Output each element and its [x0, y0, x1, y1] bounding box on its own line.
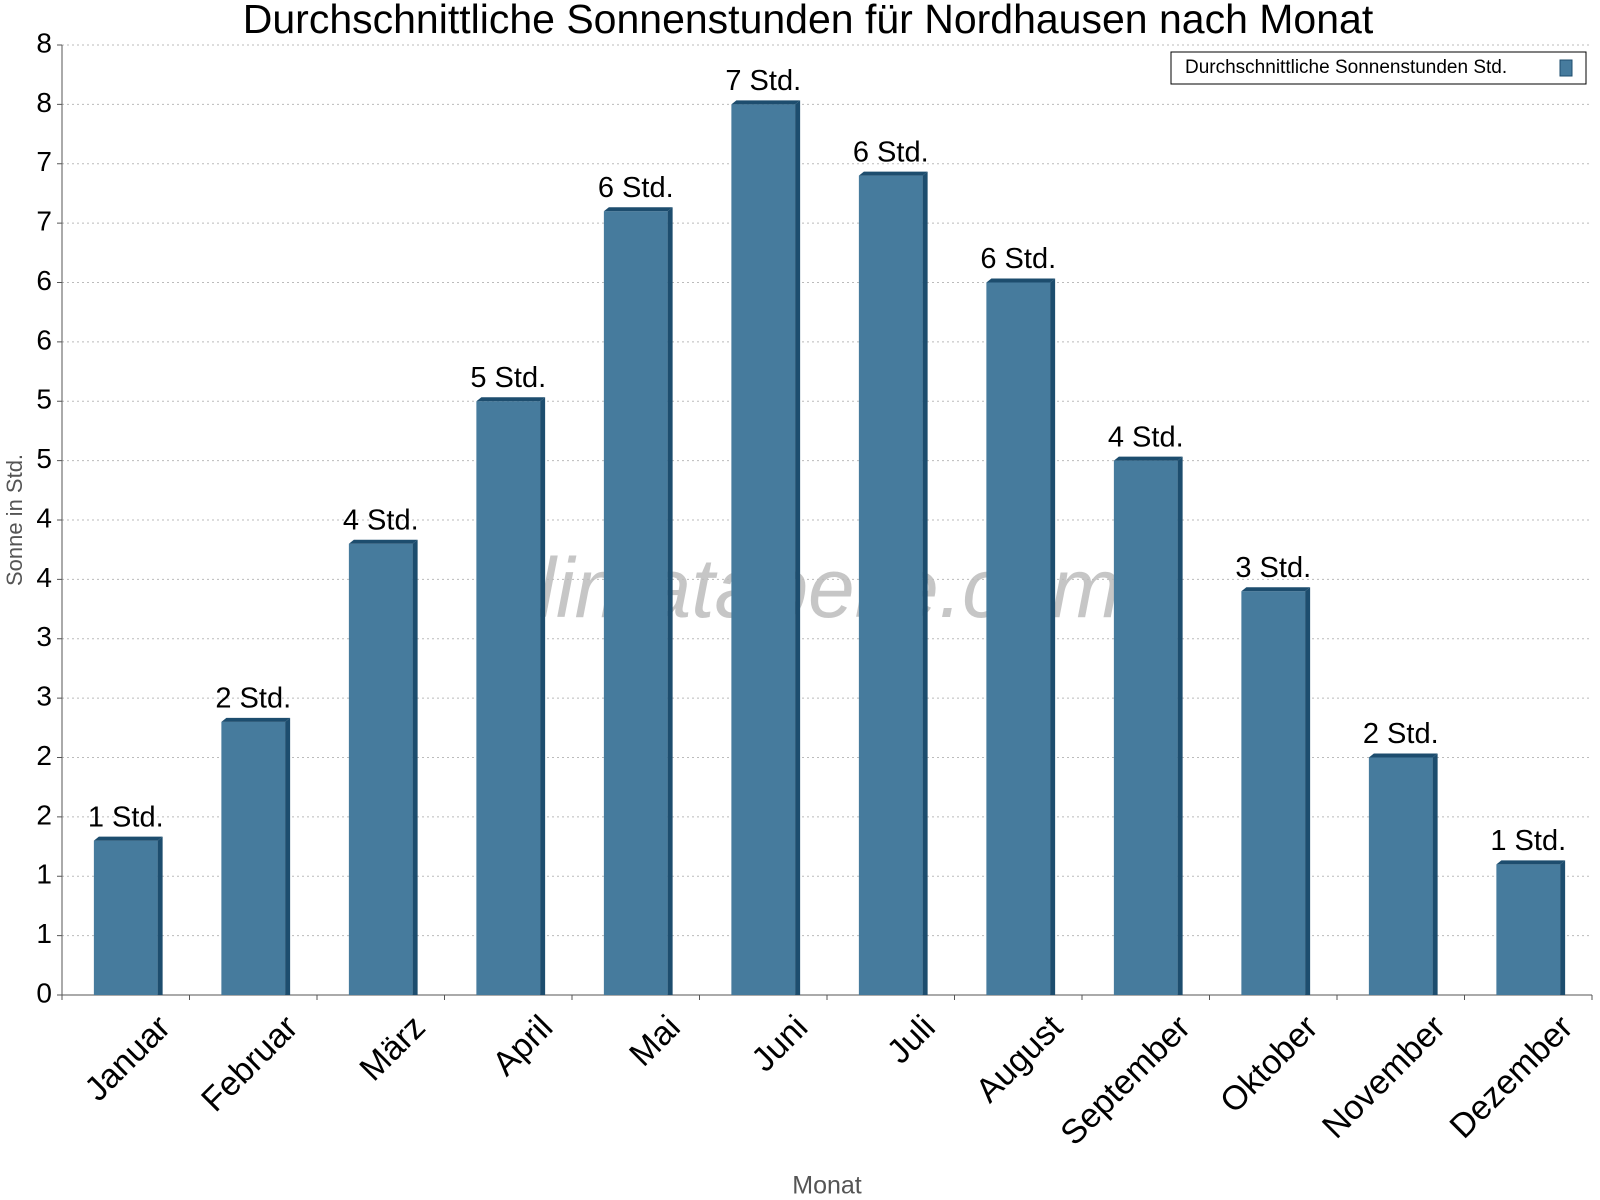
bar-side	[667, 207, 673, 995]
bar-top	[1241, 587, 1311, 592]
x-tick-label: Juni	[744, 1008, 815, 1079]
value-label: 5 Std.	[470, 362, 546, 394]
bar-top	[476, 397, 546, 402]
value-label: 6 Std.	[853, 136, 929, 168]
bar-top	[603, 207, 673, 212]
y-tick-label: 7	[36, 206, 52, 237]
bar	[1496, 864, 1561, 995]
value-label: 1 Std.	[1490, 825, 1566, 857]
x-tick-label: Mai	[622, 1008, 688, 1074]
y-tick-label: 4	[36, 502, 52, 533]
x-tick-label: September	[1053, 1008, 1197, 1152]
value-label: 2 Std.	[1363, 718, 1439, 750]
y-tick-label: 5	[36, 384, 52, 415]
bar	[603, 211, 668, 995]
x-tick-label: August	[969, 1008, 1071, 1110]
bar-side	[157, 836, 163, 995]
x-tick-label: März	[352, 1008, 432, 1088]
bar-side	[412, 539, 418, 995]
bar-top	[986, 278, 1056, 283]
y-tick-label: 3	[36, 681, 52, 712]
x-tick-label: Februar	[194, 1008, 305, 1119]
value-label: 4 Std.	[343, 504, 419, 536]
bar-side	[1050, 278, 1056, 995]
y-tick-label: 2	[36, 799, 52, 830]
bar	[1368, 757, 1433, 995]
y-tick-label: 8	[36, 87, 52, 118]
bar-top	[1113, 456, 1183, 461]
bar-top	[93, 836, 163, 841]
value-label: 6 Std.	[598, 172, 674, 204]
y-tick-label: 4	[36, 562, 52, 593]
y-tick-label: 7	[36, 146, 52, 177]
y-tick-label: 1	[36, 859, 52, 890]
bar	[221, 721, 286, 995]
bar	[1241, 591, 1306, 995]
legend-box	[1170, 51, 1587, 85]
y-tick-label: 8	[36, 27, 52, 58]
legend-swatch	[1559, 59, 1573, 77]
bar-top	[731, 100, 801, 105]
bar-top	[348, 539, 418, 544]
y-tick-label: 0	[36, 977, 52, 1008]
value-label: 4 Std.	[1108, 421, 1184, 453]
x-axis-label: Monat	[792, 1172, 862, 1200]
chart-title: Durchschnittliche Sonnenstunden für Nord…	[243, 0, 1374, 42]
bar	[476, 401, 541, 995]
bar-side	[540, 397, 546, 995]
y-tick-label: 1	[36, 918, 52, 949]
bar	[731, 104, 796, 995]
bar-side	[795, 100, 801, 995]
x-tick-label: Juli	[880, 1008, 943, 1071]
bar-side	[1177, 456, 1183, 995]
y-tick-label: 5	[36, 443, 52, 474]
bar-side	[1305, 587, 1311, 995]
bar-side	[922, 171, 928, 995]
bar-side	[285, 717, 291, 995]
x-tick-label: November	[1315, 1008, 1453, 1146]
y-tick-label: 2	[36, 740, 52, 771]
bar-top	[1496, 860, 1566, 865]
value-label: 1 Std.	[88, 801, 164, 833]
value-label: 2 Std.	[215, 683, 291, 715]
bar-side	[1432, 753, 1438, 995]
bar-side	[1560, 860, 1566, 995]
bar	[858, 175, 923, 995]
bar	[986, 282, 1051, 995]
y-tick-label: 6	[36, 265, 52, 296]
bar	[348, 543, 413, 995]
x-tick-label: Januar	[77, 1008, 177, 1108]
bar	[93, 840, 158, 995]
y-tick-label: 3	[36, 621, 52, 652]
value-label: 3 Std.	[1235, 552, 1311, 584]
value-label: 6 Std.	[980, 243, 1056, 275]
value-label: 7 Std.	[725, 65, 801, 97]
y-axis-label: Sonne in Std.	[2, 454, 27, 586]
x-tick-label: Dezember	[1442, 1008, 1580, 1146]
bar-top	[1368, 753, 1438, 758]
x-tick-label: Oktober	[1213, 1008, 1325, 1120]
legend-label: Durchschnittliche Sonnenstunden Std.	[1185, 57, 1507, 78]
y-tick-label: 6	[36, 324, 52, 355]
bar-top	[858, 171, 928, 176]
bar	[1113, 460, 1178, 995]
bar-top	[221, 717, 291, 722]
x-tick-label: April	[485, 1008, 560, 1083]
